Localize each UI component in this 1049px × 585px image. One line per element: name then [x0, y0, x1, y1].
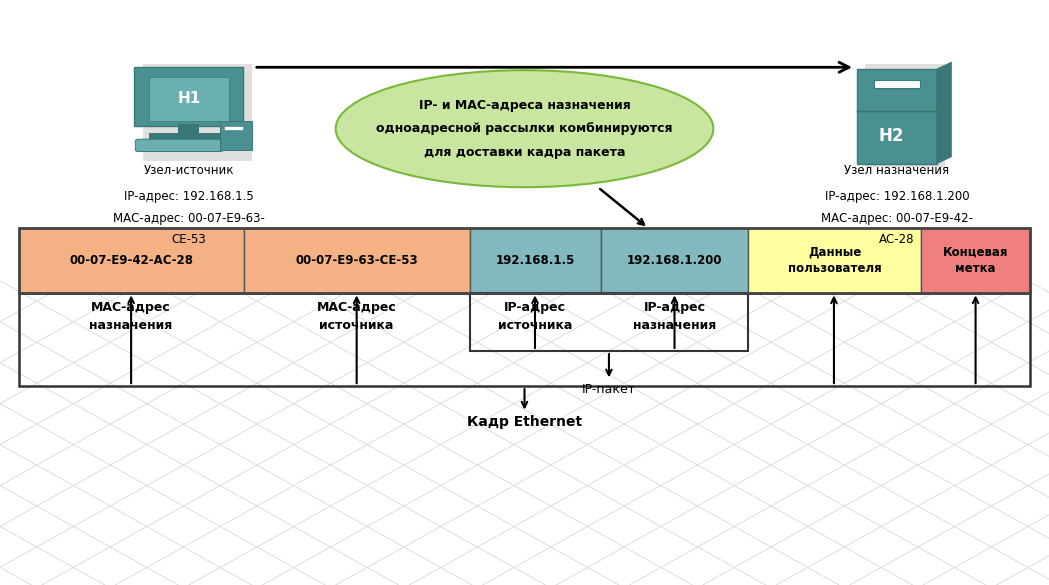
FancyBboxPatch shape [224, 126, 243, 130]
Bar [470, 228, 601, 292]
FancyBboxPatch shape [178, 124, 199, 136]
Text: МАС-адрес
источника: МАС-адрес источника [317, 301, 397, 332]
Bar [748, 228, 921, 292]
FancyBboxPatch shape [149, 133, 229, 140]
Bar [19, 228, 1030, 292]
Bar [921, 228, 1030, 292]
Text: H1: H1 [177, 91, 200, 106]
Bar [601, 228, 748, 292]
Text: 00-07-E9-63-CE-53: 00-07-E9-63-CE-53 [296, 254, 419, 267]
Text: Концевая
метка: Концевая метка [943, 245, 1008, 276]
Text: для доставки кадра пакета: для доставки кадра пакета [424, 146, 625, 159]
Ellipse shape [336, 70, 713, 187]
FancyBboxPatch shape [857, 111, 937, 164]
Text: IP-адрес
назначения: IP-адрес назначения [633, 301, 716, 332]
Text: H2: H2 [879, 127, 904, 144]
Text: МАС-адрес
назначения: МАС-адрес назначения [89, 301, 173, 332]
Text: IP-адрес
источника: IP-адрес источника [498, 301, 572, 332]
Text: IP-адрес: 192.168.1.200: IP-адрес: 192.168.1.200 [825, 190, 969, 203]
FancyBboxPatch shape [134, 67, 243, 126]
Bar [244, 228, 470, 292]
Text: СЕ-53: СЕ-53 [171, 233, 207, 246]
Polygon shape [937, 62, 951, 164]
FancyBboxPatch shape [149, 77, 229, 121]
Bar [19, 228, 244, 292]
FancyBboxPatch shape [857, 69, 937, 111]
Text: 192.168.1.200: 192.168.1.200 [626, 254, 723, 267]
Text: Данные
пользователя: Данные пользователя [788, 245, 881, 276]
Text: 00-07-E9-42-AC-28: 00-07-E9-42-AC-28 [69, 254, 194, 267]
Bar [0, 0, 1049, 281]
Bar [19, 292, 1030, 386]
Bar [470, 292, 748, 351]
FancyBboxPatch shape [135, 139, 223, 152]
Text: 192.168.1.5: 192.168.1.5 [496, 254, 575, 267]
FancyBboxPatch shape [865, 64, 945, 167]
Text: Узел назначения: Узел назначения [844, 164, 949, 177]
Text: АС-28: АС-28 [879, 233, 915, 246]
Text: IP-адрес: 192.168.1.5: IP-адрес: 192.168.1.5 [124, 190, 254, 203]
Text: МАС-адрес: 00-07-E9-42-: МАС-адрес: 00-07-E9-42- [821, 212, 972, 225]
FancyBboxPatch shape [143, 64, 252, 161]
FancyBboxPatch shape [220, 121, 252, 150]
FancyBboxPatch shape [874, 80, 920, 88]
Text: IP- и МАС-адреса назначения: IP- и МАС-адреса назначения [419, 99, 630, 112]
Text: Кадр Ethernet: Кадр Ethernet [467, 415, 582, 429]
Text: МАС-адрес: 00-07-E9-63-: МАС-адрес: 00-07-E9-63- [113, 212, 264, 225]
Text: Узел-источник: Узел-источник [144, 164, 234, 177]
Text: одноадресной рассылки комбинируются: одноадресной рассылки комбинируются [377, 122, 672, 135]
Text: IP-пакет: IP-пакет [582, 383, 636, 396]
